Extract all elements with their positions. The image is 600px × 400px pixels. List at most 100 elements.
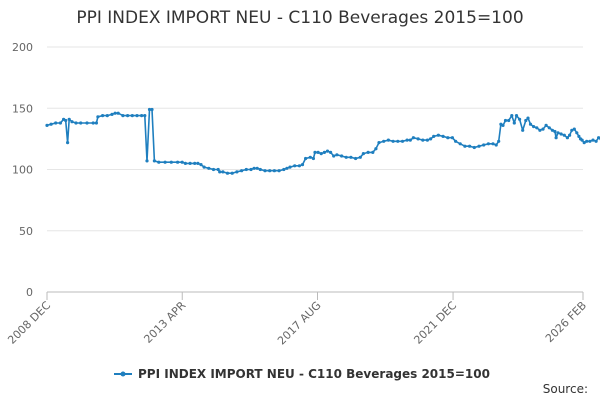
data-point[interactable] — [335, 153, 339, 157]
data-point[interactable] — [497, 139, 501, 143]
data-point[interactable] — [524, 118, 528, 123]
data-point[interactable] — [486, 142, 490, 146]
data-point[interactable] — [391, 139, 395, 143]
data-point[interactable] — [96, 115, 100, 119]
data-point[interactable] — [285, 166, 289, 170]
data-point[interactable] — [313, 150, 317, 154]
data-point[interactable] — [553, 129, 557, 134]
data-point[interactable] — [507, 118, 511, 123]
data-point[interactable] — [218, 170, 222, 174]
data-point[interactable] — [316, 150, 320, 154]
data-point[interactable] — [94, 121, 98, 125]
data-point[interactable] — [221, 170, 225, 174]
data-point[interactable] — [582, 141, 586, 145]
data-point[interactable] — [319, 152, 323, 156]
data-point[interactable] — [121, 114, 125, 118]
data-point[interactable] — [152, 159, 156, 163]
data-point[interactable] — [371, 150, 375, 154]
data-point[interactable] — [113, 111, 117, 115]
data-point[interactable] — [432, 134, 436, 138]
data-point[interactable] — [591, 138, 595, 142]
data-point[interactable] — [332, 154, 336, 158]
data-point[interactable] — [570, 128, 574, 132]
data-point[interactable] — [140, 114, 144, 118]
data-point[interactable] — [67, 117, 71, 121]
data-point[interactable] — [425, 138, 429, 142]
data-point[interactable] — [358, 155, 362, 159]
data-point[interactable] — [528, 122, 533, 126]
data-point[interactable] — [311, 156, 315, 161]
data-point[interactable] — [577, 134, 581, 138]
data-point[interactable] — [382, 139, 386, 143]
data-point[interactable] — [272, 169, 276, 173]
data-point[interactable] — [518, 117, 522, 121]
data-point[interactable] — [308, 155, 312, 159]
data-point[interactable] — [411, 136, 415, 140]
data-point[interactable] — [597, 136, 600, 140]
series-line[interactable] — [46, 108, 600, 174]
data-point[interactable] — [361, 152, 365, 156]
data-point[interactable] — [126, 114, 130, 118]
data-point[interactable] — [143, 114, 147, 118]
data-point[interactable] — [550, 128, 555, 132]
data-point[interactable] — [325, 149, 330, 153]
data-point[interactable] — [544, 123, 548, 127]
data-point[interactable] — [176, 160, 180, 164]
data-point[interactable] — [135, 114, 139, 118]
data-point[interactable] — [58, 121, 63, 125]
data-point[interactable] — [240, 169, 244, 173]
data-point[interactable] — [183, 161, 187, 165]
data-point[interactable] — [297, 164, 301, 168]
data-point[interactable] — [45, 123, 49, 127]
data-point[interactable] — [416, 137, 420, 141]
data-point[interactable] — [116, 111, 120, 115]
data-point[interactable] — [150, 107, 154, 112]
data-point[interactable] — [188, 161, 192, 165]
data-point[interactable] — [110, 112, 114, 116]
data-point[interactable] — [354, 156, 358, 161]
data-point[interactable] — [580, 138, 584, 142]
data-point[interactable] — [538, 128, 542, 132]
data-point[interactable] — [130, 114, 134, 118]
data-point[interactable] — [514, 114, 519, 118]
data-point[interactable] — [585, 139, 589, 143]
data-point[interactable] — [157, 160, 161, 164]
data-point[interactable] — [547, 126, 551, 130]
data-point[interactable] — [163, 160, 167, 164]
data-point[interactable] — [588, 139, 592, 143]
data-point[interactable] — [147, 107, 152, 112]
data-point[interactable] — [349, 155, 353, 159]
data-point[interactable] — [268, 169, 272, 173]
data-point[interactable] — [101, 114, 105, 118]
data-point[interactable] — [74, 121, 78, 125]
data-point[interactable] — [49, 122, 53, 126]
data-point[interactable] — [396, 139, 400, 143]
data-point[interactable] — [207, 166, 211, 170]
data-point[interactable] — [386, 138, 390, 142]
data-point[interactable] — [263, 169, 267, 173]
data-point[interactable] — [491, 142, 495, 146]
data-point[interactable] — [468, 144, 472, 148]
data-point[interactable] — [441, 134, 445, 138]
data-point[interactable] — [322, 150, 326, 154]
data-point[interactable] — [463, 144, 467, 148]
data-point[interactable] — [193, 161, 197, 165]
data-point[interactable] — [282, 167, 286, 172]
data-point[interactable] — [482, 143, 486, 147]
data-point[interactable] — [70, 120, 74, 124]
data-point[interactable] — [541, 127, 545, 131]
data-point[interactable] — [252, 166, 256, 170]
data-point[interactable] — [340, 154, 344, 158]
data-point[interactable] — [446, 136, 450, 140]
data-point[interactable] — [329, 150, 333, 154]
data-point[interactable] — [66, 141, 70, 145]
data-point[interactable] — [400, 139, 405, 143]
data-point[interactable] — [258, 167, 262, 172]
data-point[interactable] — [512, 121, 516, 125]
data-point[interactable] — [450, 136, 454, 140]
data-point[interactable] — [429, 137, 433, 141]
data-point[interactable] — [216, 167, 220, 172]
data-point[interactable] — [526, 116, 530, 120]
data-point[interactable] — [559, 132, 563, 136]
data-point[interactable] — [374, 147, 378, 151]
